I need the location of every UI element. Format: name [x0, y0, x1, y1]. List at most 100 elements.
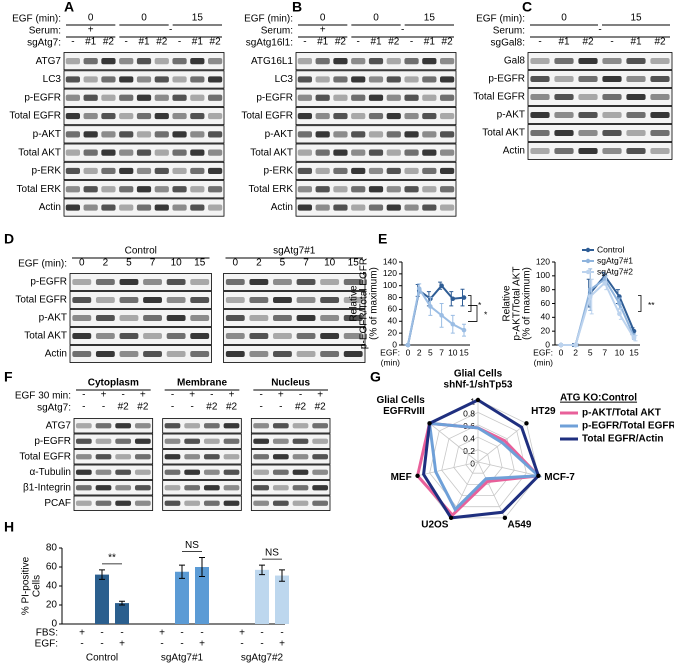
header-label: Serum: — [29, 26, 61, 37]
band — [101, 112, 116, 120]
blot-box — [527, 52, 673, 70]
band — [292, 485, 309, 491]
row-label: LC3 — [275, 74, 294, 85]
band — [351, 131, 366, 138]
band — [578, 93, 598, 101]
y-axis-label: p-EGFR/Total EGFR — [359, 258, 370, 349]
band — [115, 469, 132, 475]
y-tick-label: 80 — [541, 284, 551, 294]
band — [440, 186, 455, 193]
band — [184, 423, 201, 429]
band — [166, 278, 186, 286]
band — [172, 204, 187, 211]
band — [208, 94, 223, 101]
bracket — [468, 305, 478, 322]
band — [166, 314, 186, 322]
axis-dot — [415, 473, 420, 478]
spoke — [429, 423, 479, 463]
blot-box — [162, 480, 242, 496]
lane-label: + — [320, 25, 326, 36]
band — [225, 296, 245, 304]
x-axis-label: EGF: — [533, 347, 553, 357]
row-label: p-AKT — [39, 313, 67, 324]
lane-label: #2 — [210, 37, 222, 48]
band — [115, 454, 132, 460]
band — [172, 131, 187, 138]
row-label: Total EGFR — [19, 451, 71, 462]
band — [83, 186, 98, 193]
panel-letter: D — [4, 231, 14, 247]
band — [386, 131, 401, 138]
band — [530, 147, 550, 155]
band — [626, 147, 646, 155]
condition-value: - — [280, 628, 283, 639]
lane-label: #2 — [654, 37, 666, 48]
grid-ring — [429, 411, 527, 508]
condition-value: - — [100, 628, 103, 639]
band — [296, 278, 316, 286]
row-label: Actin — [271, 202, 293, 213]
band — [272, 454, 289, 460]
band — [422, 204, 437, 211]
band — [315, 186, 330, 193]
band — [343, 314, 363, 322]
band — [315, 204, 330, 211]
condition-value: - — [120, 628, 123, 639]
r-tick-label: 0.8 — [463, 409, 475, 419]
lane-label: - — [171, 402, 174, 413]
lane-label: Control — [125, 246, 157, 257]
axis-label: U2OS — [421, 520, 449, 531]
x-tick-label: 10 — [448, 347, 458, 357]
blot-box — [63, 125, 225, 144]
band — [440, 149, 455, 156]
band — [208, 149, 223, 156]
point — [405, 342, 411, 348]
band — [440, 167, 455, 175]
band — [83, 204, 98, 211]
band — [368, 58, 384, 65]
band — [190, 278, 210, 286]
spoke — [477, 461, 506, 519]
band — [172, 112, 187, 120]
band — [312, 454, 329, 460]
band — [333, 186, 348, 193]
band — [190, 314, 210, 322]
band — [164, 438, 181, 444]
blot-box — [63, 161, 225, 181]
band — [315, 149, 330, 156]
band — [75, 469, 92, 475]
band — [143, 296, 162, 304]
band — [650, 75, 670, 83]
bracket — [638, 295, 642, 312]
band — [297, 94, 312, 101]
lane-label: - — [299, 390, 302, 401]
band — [75, 485, 92, 491]
band — [72, 278, 92, 286]
lane-label: 0 — [320, 13, 326, 24]
band — [253, 500, 270, 506]
point — [439, 313, 444, 318]
band — [530, 111, 550, 119]
band — [351, 58, 366, 65]
band — [650, 93, 670, 101]
lane-label: #2 — [206, 402, 218, 413]
blot-box — [295, 70, 457, 89]
condition-value: + — [79, 628, 85, 639]
band — [136, 94, 152, 101]
point — [587, 294, 593, 299]
band — [203, 438, 220, 444]
band — [184, 485, 201, 491]
band — [154, 204, 169, 211]
condition-value: - — [240, 639, 243, 650]
band — [249, 314, 269, 322]
band — [333, 204, 348, 211]
lane-label: Membrane — [177, 378, 227, 389]
y-tick-label: 20 — [388, 327, 398, 337]
y-tick-label: 20 — [541, 325, 551, 335]
spoke — [477, 461, 539, 477]
row-label: Total EGFR — [473, 92, 525, 103]
lane-label: #1 — [138, 37, 150, 48]
row-label: p-AKT — [497, 110, 525, 121]
band — [297, 58, 312, 65]
band — [223, 500, 240, 506]
